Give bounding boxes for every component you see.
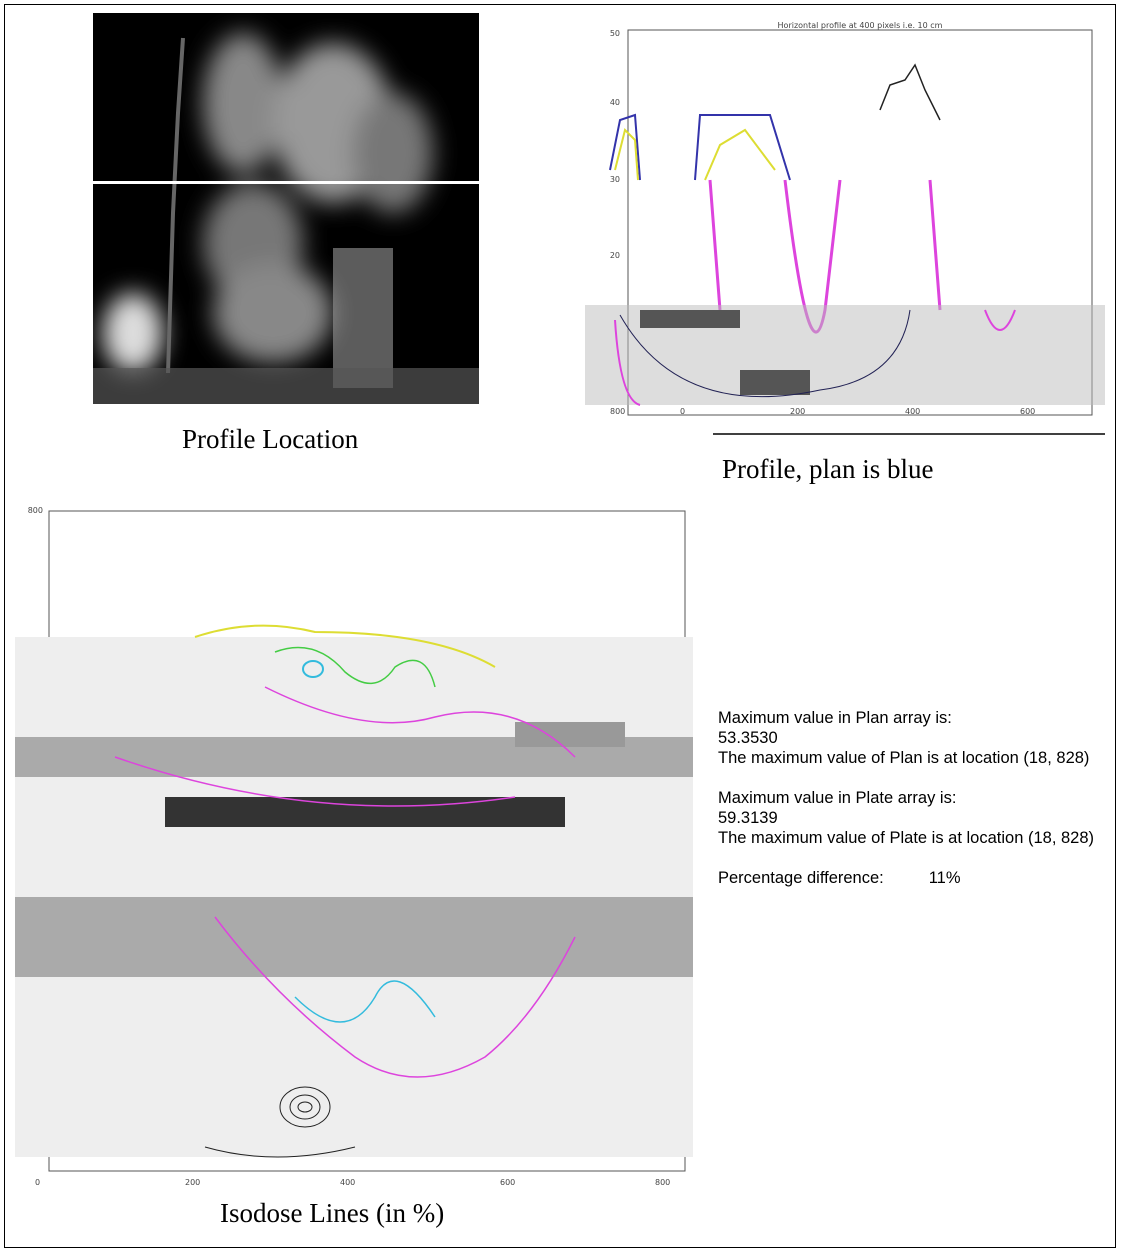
x-tick-label: 200	[185, 1178, 200, 1187]
x-tick-label: 600	[500, 1178, 515, 1187]
row: Percentage difference: 11%	[718, 868, 1118, 888]
results: Maximum value in Plan array is: 53.3530 …	[718, 708, 1118, 888]
x-tick-label: 800	[610, 407, 625, 416]
value: 59.3139	[718, 808, 1118, 828]
caption: Isodose Lines (in %)	[220, 1198, 444, 1229]
plot-title: Horizontal profile at 400 pixels i.e. 10…	[778, 21, 943, 30]
x-tick-label: 800	[655, 1178, 670, 1187]
caption: Profile Location	[182, 424, 358, 455]
y-tick-label: 30	[610, 175, 620, 184]
y-tick-label: 40	[610, 98, 620, 107]
x-tick-label: 0	[680, 407, 685, 416]
value: 11%	[929, 868, 961, 888]
profile-location-image	[93, 13, 479, 404]
y-tick-label: 50	[610, 29, 620, 38]
text: Maximum value in Plan array is:	[718, 708, 1118, 728]
x-tick-label: 200	[790, 407, 805, 416]
value: 53.3530	[718, 728, 1118, 748]
x-tick-label: 600	[1020, 407, 1035, 416]
text: The maximum value of Plan is at location…	[718, 748, 1118, 768]
x-tick-label: 400	[905, 407, 920, 416]
isodose-plot: 800 0 200 400 600 800	[15, 497, 693, 1187]
text: Maximum value in Plate array is:	[718, 788, 1118, 808]
x-tick-label: 0	[35, 1178, 40, 1187]
y-tick-label: 800	[28, 506, 43, 515]
caption: Profile, plan is blue	[722, 454, 933, 485]
x-tick-label: 400	[340, 1178, 355, 1187]
text: The maximum value of Plate is at locatio…	[718, 828, 1118, 848]
y-tick-label: 20	[610, 251, 620, 260]
text: Percentage difference:	[718, 869, 884, 887]
profile-plot: Horizontal profile at 400 pixels i.e. 10…	[580, 20, 1110, 440]
